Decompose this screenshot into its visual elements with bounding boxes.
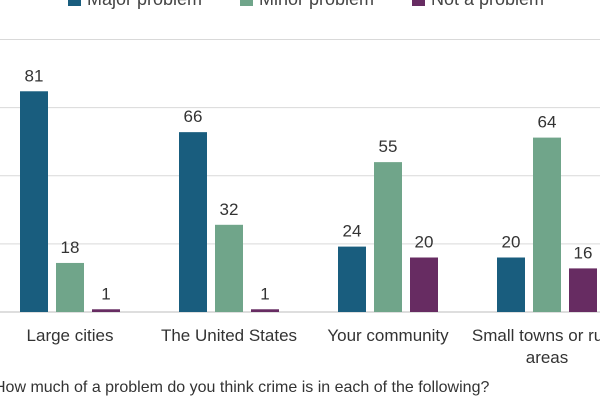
data-label: 1 <box>101 284 110 303</box>
data-label: 55 <box>379 137 398 156</box>
bar <box>533 137 561 312</box>
category-label: Large cities <box>27 326 114 345</box>
bar <box>251 309 279 312</box>
data-label: 16 <box>574 243 593 262</box>
data-label: 20 <box>502 233 521 252</box>
bar <box>215 224 243 312</box>
data-label: 66 <box>184 107 203 126</box>
bar <box>338 246 366 312</box>
legend-label: Not a problem <box>431 0 544 9</box>
category-label: The United States <box>161 326 297 345</box>
data-label: 32 <box>220 200 239 219</box>
data-label: 24 <box>343 222 362 241</box>
value-labels: 81 18 1 66 32 1 24 55 20 20 64 16 <box>25 66 593 303</box>
data-label: 1 <box>260 284 269 303</box>
bar <box>56 262 84 312</box>
bar <box>497 257 525 312</box>
legend-swatch <box>412 0 425 6</box>
legend-label: Minor problem <box>259 0 374 9</box>
legend-label: Major problem <box>87 0 202 9</box>
bar <box>92 309 120 312</box>
data-label: 18 <box>61 238 80 257</box>
legend-swatch <box>240 0 253 6</box>
bar <box>569 268 597 312</box>
category-label: Your community <box>327 326 449 345</box>
category-label: Small towns or ruralareas <box>472 326 600 367</box>
data-label: 20 <box>415 233 434 252</box>
bar <box>410 257 438 312</box>
bars <box>20 91 597 313</box>
data-label: 81 <box>25 66 44 85</box>
bar <box>20 91 48 313</box>
legend: Major problem Minor problem Not a problem <box>68 0 544 9</box>
chart-caption: How much of a problem do you think crime… <box>0 379 489 396</box>
data-label: 64 <box>538 113 557 132</box>
bar <box>179 132 207 312</box>
category-labels: Large cities The United States Your commun… <box>27 326 600 367</box>
legend-swatch <box>68 0 81 6</box>
bar <box>374 162 402 312</box>
